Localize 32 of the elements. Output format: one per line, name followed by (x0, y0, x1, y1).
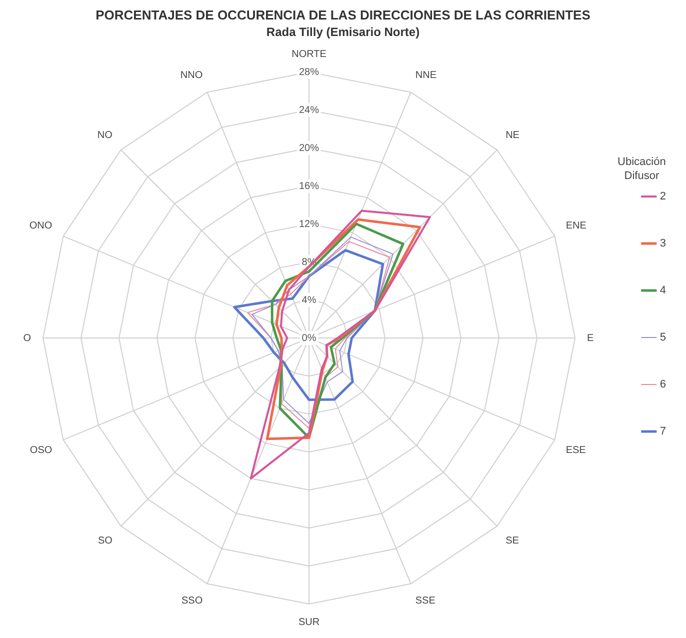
y-tick-label: 28% (298, 66, 320, 78)
spoke-label: NE (506, 130, 520, 142)
spoke-label: OSO (30, 445, 52, 456)
spoke-label: NNO (180, 70, 203, 81)
y-tick-label: 12% (298, 218, 320, 230)
y-tick-label: 0% (302, 332, 316, 344)
legend-label: 7 (660, 426, 666, 438)
chart-title: PORCENTAJES DE OCCURENCIA DE LAS DIRECCIONES DE LAS CORRIENTES (96, 7, 591, 22)
y-tick-label: 20% (298, 142, 320, 154)
legend-label: 5 (660, 332, 666, 344)
chart-subtitle: Rada Tilly (Emisario Norte) (266, 25, 420, 40)
y-tick-label: 4% (302, 294, 316, 306)
legend-title: Ubicación Difusor (618, 156, 666, 182)
spoke-label: O (23, 332, 32, 344)
spoke-label: NO (97, 130, 113, 142)
legend-label: 2 (660, 190, 666, 203)
spoke-label: SUR (298, 616, 320, 628)
y-tick-label: 24% (298, 104, 320, 116)
spoke-label: SSE (415, 596, 436, 607)
spoke-label: ONO (29, 220, 52, 232)
legend-label: 4 (660, 284, 666, 297)
spoke-label: SE (506, 535, 520, 546)
spoke-label: SO (98, 535, 113, 546)
spoke-label: NNE (415, 70, 437, 81)
legend-label: 3 (660, 238, 666, 250)
spoke-label: NORTE (292, 48, 327, 60)
spoke-label: ENE (566, 220, 587, 232)
spoke-label: SSO (181, 596, 203, 607)
spoke-label: E (587, 332, 594, 344)
legend-label: 6 (660, 378, 666, 391)
y-tick-label: 16% (298, 180, 320, 192)
spoke-label: ESE (566, 445, 586, 456)
